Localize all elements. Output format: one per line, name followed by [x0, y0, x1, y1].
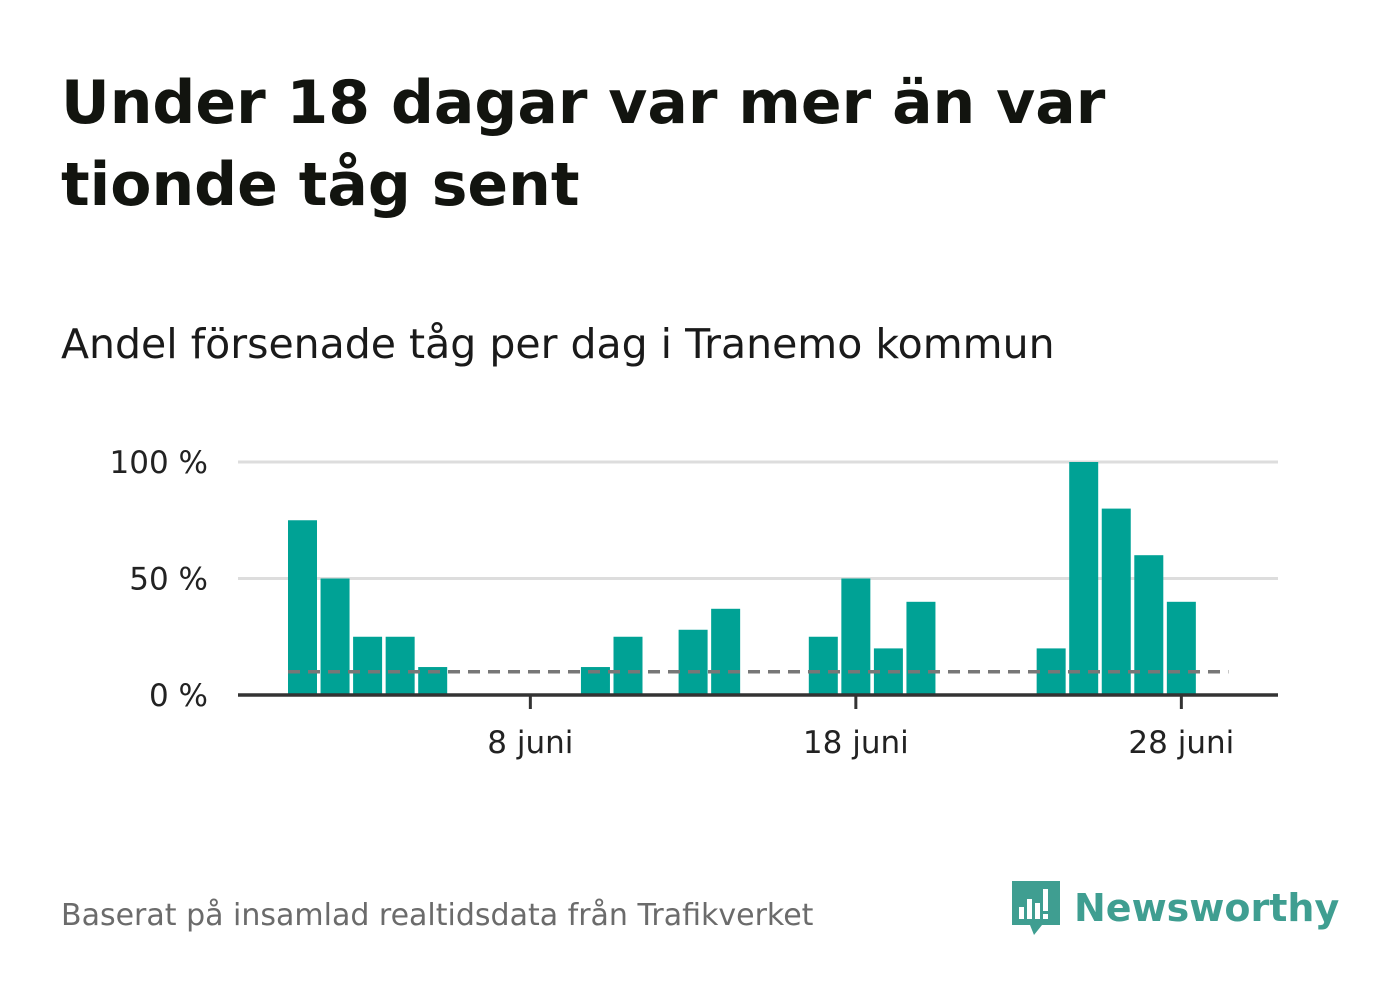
x-tick-label-8: 8 juni — [487, 725, 573, 761]
x-tick-label-18: 18 juni — [803, 725, 909, 761]
newsworthy-logo-icon — [1012, 881, 1060, 935]
y-axis-labels: 0 % 50 % 100 % — [110, 445, 208, 714]
bar-day-14 — [711, 608, 741, 695]
source-note: Baserat på insamlad realtidsdata från Tr… — [61, 898, 814, 933]
bar-day-18 — [841, 578, 871, 695]
brand-logo: Newsworthy — [1010, 876, 1339, 940]
bar-day-13 — [678, 629, 708, 695]
bar-day-17 — [808, 636, 838, 695]
x-axis — [238, 693, 1278, 709]
bar-day-20 — [906, 601, 936, 695]
bar-day-1 — [288, 520, 317, 695]
bar-day-3 — [353, 636, 383, 695]
bar-day-4 — [385, 636, 415, 695]
y-tick-label-50: 50 % — [129, 562, 208, 598]
bar-series — [288, 462, 1196, 695]
bar-chart: 0 % 50 % 100 % 8 juni 18 juni 28 juni — [110, 445, 1278, 761]
bar-day-2 — [320, 578, 350, 695]
bar-day-25 — [1069, 462, 1099, 695]
brand-name: Newsworthy — [1074, 886, 1340, 930]
x-tick-label-28: 28 juni — [1128, 725, 1234, 761]
bar-day-11 — [613, 636, 643, 695]
chart-title: Under 18 dagar var mer än var tionde tåg… — [61, 68, 1106, 220]
y-tick-label-100: 100 % — [110, 445, 208, 481]
bar-day-28 — [1166, 601, 1196, 695]
chart-subtitle: Andel försenade tåg per dag i Tranemo ko… — [61, 320, 1055, 368]
bar-day-26 — [1101, 508, 1131, 695]
y-tick-label-0: 0 % — [149, 678, 208, 714]
bar-day-27 — [1134, 555, 1164, 695]
x-axis-labels: 8 juni 18 juni 28 juni — [487, 725, 1234, 761]
